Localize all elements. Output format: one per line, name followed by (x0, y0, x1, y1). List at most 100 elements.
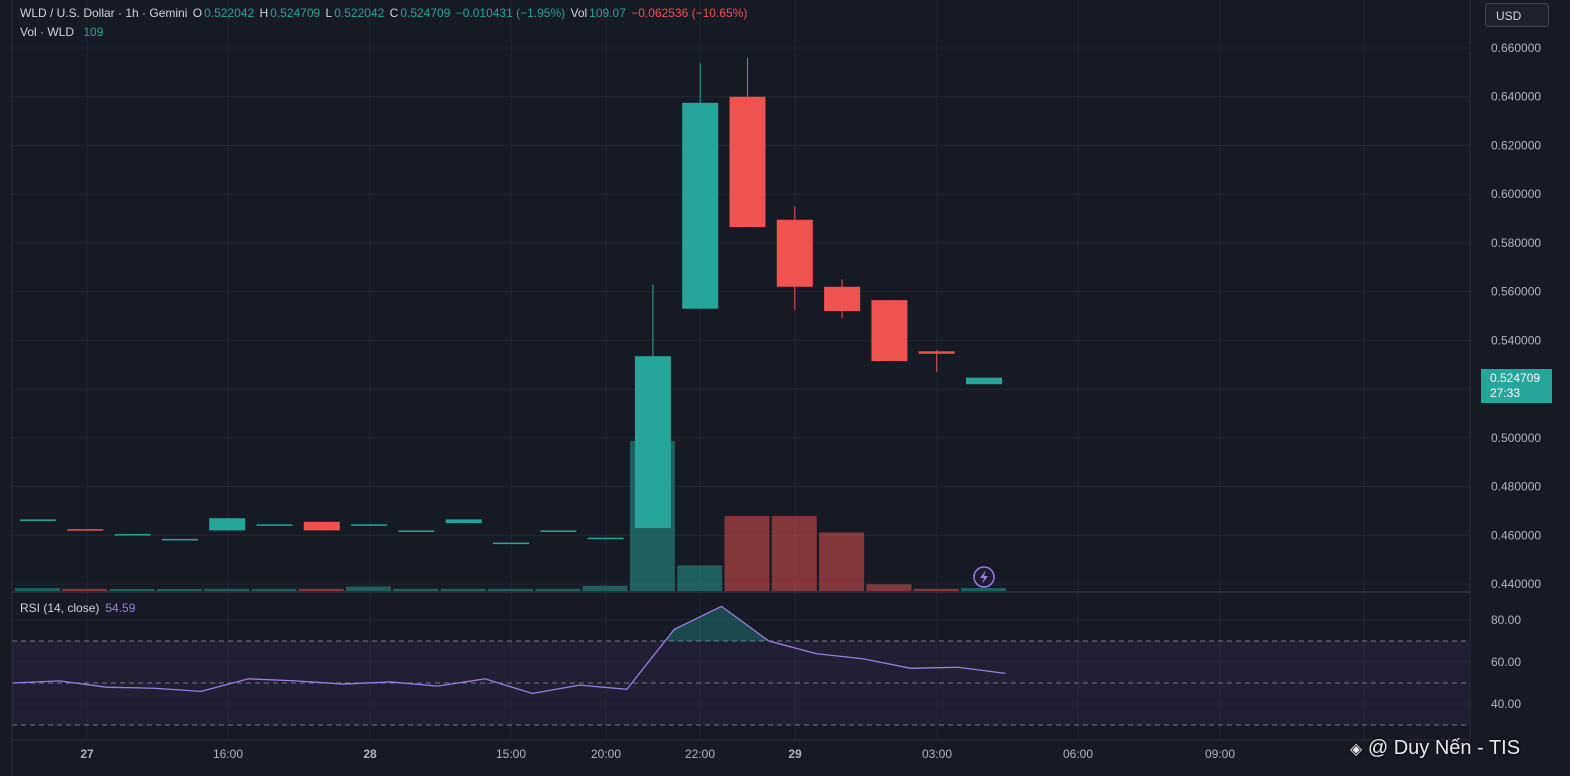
candle-body[interactable] (776, 219, 813, 287)
rsi-tick-label: 60.00 (1491, 655, 1521, 669)
vol-change-value: −0.062536 (−10.65%) (631, 6, 748, 20)
candle-body[interactable] (824, 286, 861, 312)
rsi-tick-label: 80.00 (1491, 613, 1521, 627)
candle-body[interactable] (871, 300, 908, 362)
time-tick-label: 15:00 (496, 747, 526, 761)
volume-bar (204, 588, 250, 591)
volume-bar (440, 588, 486, 591)
rsi-legend[interactable]: RSI (14, close) 54.59 (20, 601, 135, 615)
currency-button[interactable]: USD (1485, 3, 1549, 27)
lightning-icon[interactable] (973, 566, 995, 588)
volume-bar (582, 585, 628, 591)
vol-label: Vol (570, 6, 588, 20)
high-label: H (259, 6, 269, 20)
time-tick-label: 03:00 (922, 747, 952, 761)
volume-bar (298, 588, 344, 591)
rsi-line (11, 605, 1006, 695)
volume-legend-value: 109 (83, 25, 104, 39)
time-tick-label: 20:00 (591, 747, 621, 761)
price-tick-label: 0.500000 (1491, 431, 1541, 445)
candle-body[interactable] (161, 538, 198, 541)
candle-body[interactable] (303, 521, 340, 531)
candle-body[interactable] (682, 102, 719, 309)
volume-legend[interactable]: Vol · WLD 109 (20, 25, 105, 39)
volume-bar (15, 588, 60, 591)
volume-bar (866, 584, 912, 591)
open-label: O (192, 6, 203, 20)
low-label: L (325, 6, 333, 20)
time-tick-label: 28 (363, 747, 377, 761)
price-tick-label: 0.620000 (1491, 138, 1541, 152)
volume-bar (677, 565, 723, 591)
candle-body[interactable] (445, 519, 482, 524)
rsi-axis[interactable]: 80.00 60.00 40.00 (1491, 613, 1521, 711)
candle-body[interactable] (540, 530, 577, 532)
close-label: C (389, 6, 399, 20)
symbol-legend: WLD / U.S. Dollar · 1h · Gemini O 0.52204… (20, 6, 749, 20)
candle-body[interactable] (729, 96, 766, 228)
price-tick-label: 0.560000 (1491, 285, 1541, 299)
candlestick-series[interactable] (20, 57, 1002, 545)
time-tick-label: 22:00 (685, 747, 715, 761)
volume-bar (346, 586, 392, 591)
rsi-legend-label: RSI (14, close) (20, 601, 100, 615)
symbol-title[interactable]: WLD / U.S. Dollar · 1h · Gemini (20, 6, 188, 20)
high-value: 0.524709 (270, 6, 321, 20)
candle-body[interactable] (351, 524, 388, 526)
change-value: −0.010431 (−1.95%) (455, 6, 566, 20)
candle-body[interactable] (398, 530, 435, 532)
volume-bar (819, 532, 865, 591)
volume-bar (109, 589, 155, 591)
volume-bar (62, 588, 108, 591)
volume-bar (535, 588, 581, 591)
time-axis[interactable]: 27 16:00 28 15:00 20:00 22:00 29 03:00 06:00 09:0… (80, 747, 1235, 761)
last-price-tag: 0.524709 27:33 (1481, 369, 1552, 403)
volume-bar (393, 588, 439, 591)
price-tick-label: 0.600000 (1491, 187, 1541, 201)
low-value: 0.522042 (334, 6, 385, 20)
close-value: 0.524709 (400, 6, 451, 20)
candle-body[interactable] (493, 542, 529, 545)
volume-bar (156, 589, 202, 591)
rsi-tick-label: 40.00 (1491, 697, 1521, 711)
candle-body[interactable] (634, 356, 671, 528)
watermark-text: @ Duy Nến - TIS (1367, 737, 1521, 759)
candle-body[interactable] (67, 529, 104, 531)
candle-body[interactable] (918, 351, 955, 354)
price-axis[interactable]: 0.660000 0.640000 0.620000 0.600000 0.580000… (1491, 41, 1541, 591)
volume-bar (961, 588, 1006, 591)
price-tick-label: 0.580000 (1491, 236, 1541, 250)
vol-value: 109.07 (589, 6, 626, 20)
logo-icon: ◈ (1350, 741, 1363, 758)
bar-countdown: 27:33 (1490, 386, 1521, 400)
price-tick-label: 0.480000 (1491, 480, 1541, 494)
volume-bar (771, 516, 817, 591)
time-tick-label: 06:00 (1063, 747, 1093, 761)
time-tick-label: 29 (788, 747, 802, 761)
candle-body[interactable] (20, 519, 56, 521)
rsi-band-lines (12, 640, 1470, 726)
price-tick-label: 0.440000 (1491, 577, 1541, 591)
rsi-overbought-fill (665, 606, 769, 641)
volume-bar (251, 588, 297, 591)
price-tick-label: 0.460000 (1491, 528, 1541, 542)
price-tick-label: 0.640000 (1491, 90, 1541, 104)
rsi-band (12, 641, 1469, 725)
volume-bar (724, 516, 770, 591)
candle-body[interactable] (587, 537, 624, 540)
price-tick-label: 0.540000 (1491, 333, 1541, 347)
candle-body[interactable] (966, 377, 1002, 385)
volume-bar (913, 588, 959, 591)
candle-body[interactable] (114, 534, 151, 536)
price-tick-label: 0.660000 (1491, 41, 1541, 55)
candle-body[interactable] (256, 524, 293, 526)
candle-body[interactable] (209, 518, 246, 531)
open-value: 0.522042 (204, 6, 255, 20)
rsi-legend-value: 54.59 (105, 601, 136, 615)
last-price-value: 0.524709 (1490, 371, 1541, 385)
time-tick-label: 09:00 (1205, 747, 1235, 761)
time-tick-label: 16:00 (213, 747, 243, 761)
volume-bar (488, 588, 533, 591)
time-tick-label: 27 (80, 747, 94, 761)
